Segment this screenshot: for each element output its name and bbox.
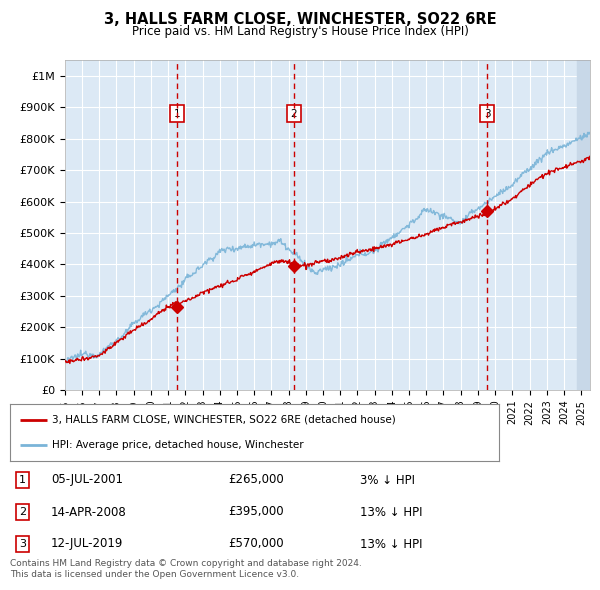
Text: 2: 2 — [290, 109, 297, 119]
Text: £395,000: £395,000 — [228, 506, 284, 519]
Text: £570,000: £570,000 — [228, 537, 284, 550]
Text: 3, HALLS FARM CLOSE, WINCHESTER, SO22 6RE: 3, HALLS FARM CLOSE, WINCHESTER, SO22 6R… — [104, 12, 496, 27]
Text: 05-JUL-2001: 05-JUL-2001 — [51, 474, 123, 487]
Text: 14-APR-2008: 14-APR-2008 — [51, 506, 127, 519]
Text: 2: 2 — [19, 507, 26, 517]
Text: 3: 3 — [484, 109, 491, 119]
Text: 13% ↓ HPI: 13% ↓ HPI — [360, 506, 422, 519]
Text: Price paid vs. HM Land Registry's House Price Index (HPI): Price paid vs. HM Land Registry's House … — [131, 25, 469, 38]
Text: 1: 1 — [19, 475, 26, 485]
Text: £265,000: £265,000 — [228, 474, 284, 487]
Text: 3: 3 — [19, 539, 26, 549]
Text: 13% ↓ HPI: 13% ↓ HPI — [360, 537, 422, 550]
Text: 12-JUL-2019: 12-JUL-2019 — [51, 537, 124, 550]
Bar — [577, 60, 590, 390]
Text: 3, HALLS FARM CLOSE, WINCHESTER, SO22 6RE (detached house): 3, HALLS FARM CLOSE, WINCHESTER, SO22 6R… — [52, 415, 395, 425]
Text: HPI: Average price, detached house, Winchester: HPI: Average price, detached house, Winc… — [52, 440, 304, 450]
Text: 3% ↓ HPI: 3% ↓ HPI — [360, 474, 415, 487]
Text: 1: 1 — [174, 109, 181, 119]
Text: Contains HM Land Registry data © Crown copyright and database right 2024.
This d: Contains HM Land Registry data © Crown c… — [10, 559, 362, 579]
